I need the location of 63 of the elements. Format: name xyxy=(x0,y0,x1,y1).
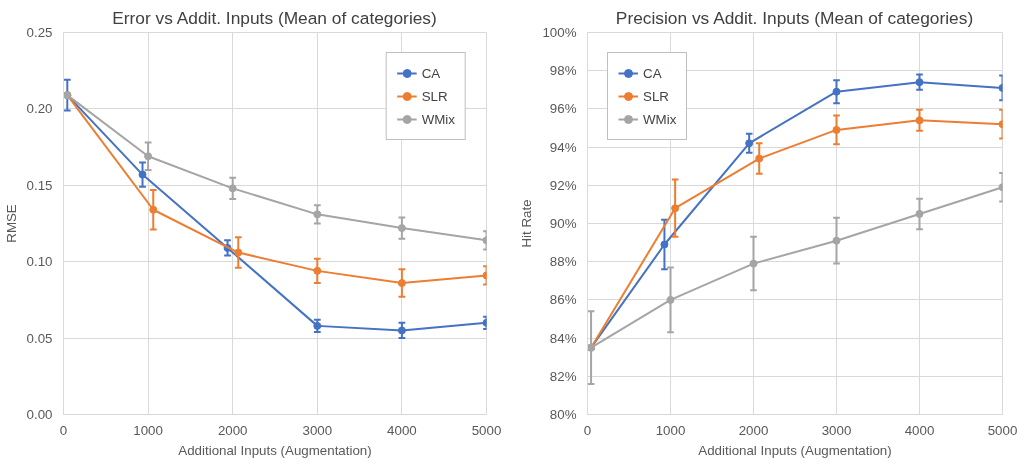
x-tick-label: 4000 xyxy=(904,422,935,438)
x-tick-label: 5000 xyxy=(987,422,1018,438)
point xyxy=(660,240,669,249)
point xyxy=(832,236,841,245)
y-tick-label: 0.20 xyxy=(26,101,53,117)
point xyxy=(397,224,406,233)
y-tick-label: 80% xyxy=(549,407,577,422)
y-tick-label: 90% xyxy=(549,216,577,231)
y-axis-title: Hit Rate xyxy=(519,199,535,248)
point xyxy=(671,204,680,213)
x-tick-label: 0 xyxy=(59,422,68,438)
point xyxy=(832,87,841,96)
y-tick-label: 94% xyxy=(549,139,577,155)
y-tick-label: 98% xyxy=(549,63,577,79)
point xyxy=(915,78,924,87)
y-tick-label: 0.25 xyxy=(26,25,53,40)
point xyxy=(397,326,406,335)
x-tick-label: 3000 xyxy=(821,422,852,438)
y-tick-label: 0.10 xyxy=(26,254,53,270)
point xyxy=(149,205,158,214)
point xyxy=(915,209,924,218)
x-tick-label: 3000 xyxy=(302,422,333,438)
x-tick-label: 2000 xyxy=(738,422,769,438)
legend-label: CA xyxy=(643,65,663,81)
chart-title: Precision vs Addit. Inputs (Mean of categories) xyxy=(615,7,974,28)
y-tick-label: 0.00 xyxy=(26,407,53,422)
x-axis-title: Additional Inputs (Augmentation) xyxy=(178,442,372,458)
point xyxy=(666,295,675,304)
x-tick-label: 4000 xyxy=(387,422,417,438)
legend-label: WMix xyxy=(421,111,455,127)
point xyxy=(144,152,153,161)
x-tick-label: 1000 xyxy=(133,422,163,438)
point xyxy=(228,184,237,193)
y-tick-label: 82% xyxy=(549,368,577,384)
x-tick-label: 5000 xyxy=(471,422,502,438)
y-tick-label: 84% xyxy=(549,330,577,346)
legend-label: SLR xyxy=(643,88,669,104)
y-tick-label: 0.05 xyxy=(26,330,53,346)
y-tick-label: 86% xyxy=(549,292,577,308)
point xyxy=(749,259,758,268)
chart-title: Error vs Addit. Inputs (Mean of categories) xyxy=(112,7,437,28)
point xyxy=(745,139,754,148)
x-tick-label: 2000 xyxy=(217,422,248,438)
y-axis-title: RMSE xyxy=(3,204,19,243)
y-tick-label: 88% xyxy=(549,254,577,270)
point xyxy=(313,210,322,219)
point xyxy=(915,116,924,125)
point xyxy=(234,248,243,257)
point xyxy=(397,279,406,288)
x-tick-label: 0 xyxy=(583,422,592,438)
y-tick-label: 92% xyxy=(549,177,577,193)
legend-label: SLR xyxy=(421,88,448,104)
y-tick-label: 96% xyxy=(549,101,577,117)
legend-label: WMix xyxy=(643,111,677,127)
y-tick-label: 100% xyxy=(542,25,577,40)
x-tick-label: 1000 xyxy=(655,422,686,438)
point xyxy=(138,170,147,179)
y-tick-label: 0.15 xyxy=(26,177,53,193)
point xyxy=(755,154,764,163)
point xyxy=(313,266,322,275)
x-axis-title: Additional Inputs (Augmentation) xyxy=(698,442,892,458)
point xyxy=(832,125,841,134)
legend-label: CA xyxy=(421,65,442,81)
